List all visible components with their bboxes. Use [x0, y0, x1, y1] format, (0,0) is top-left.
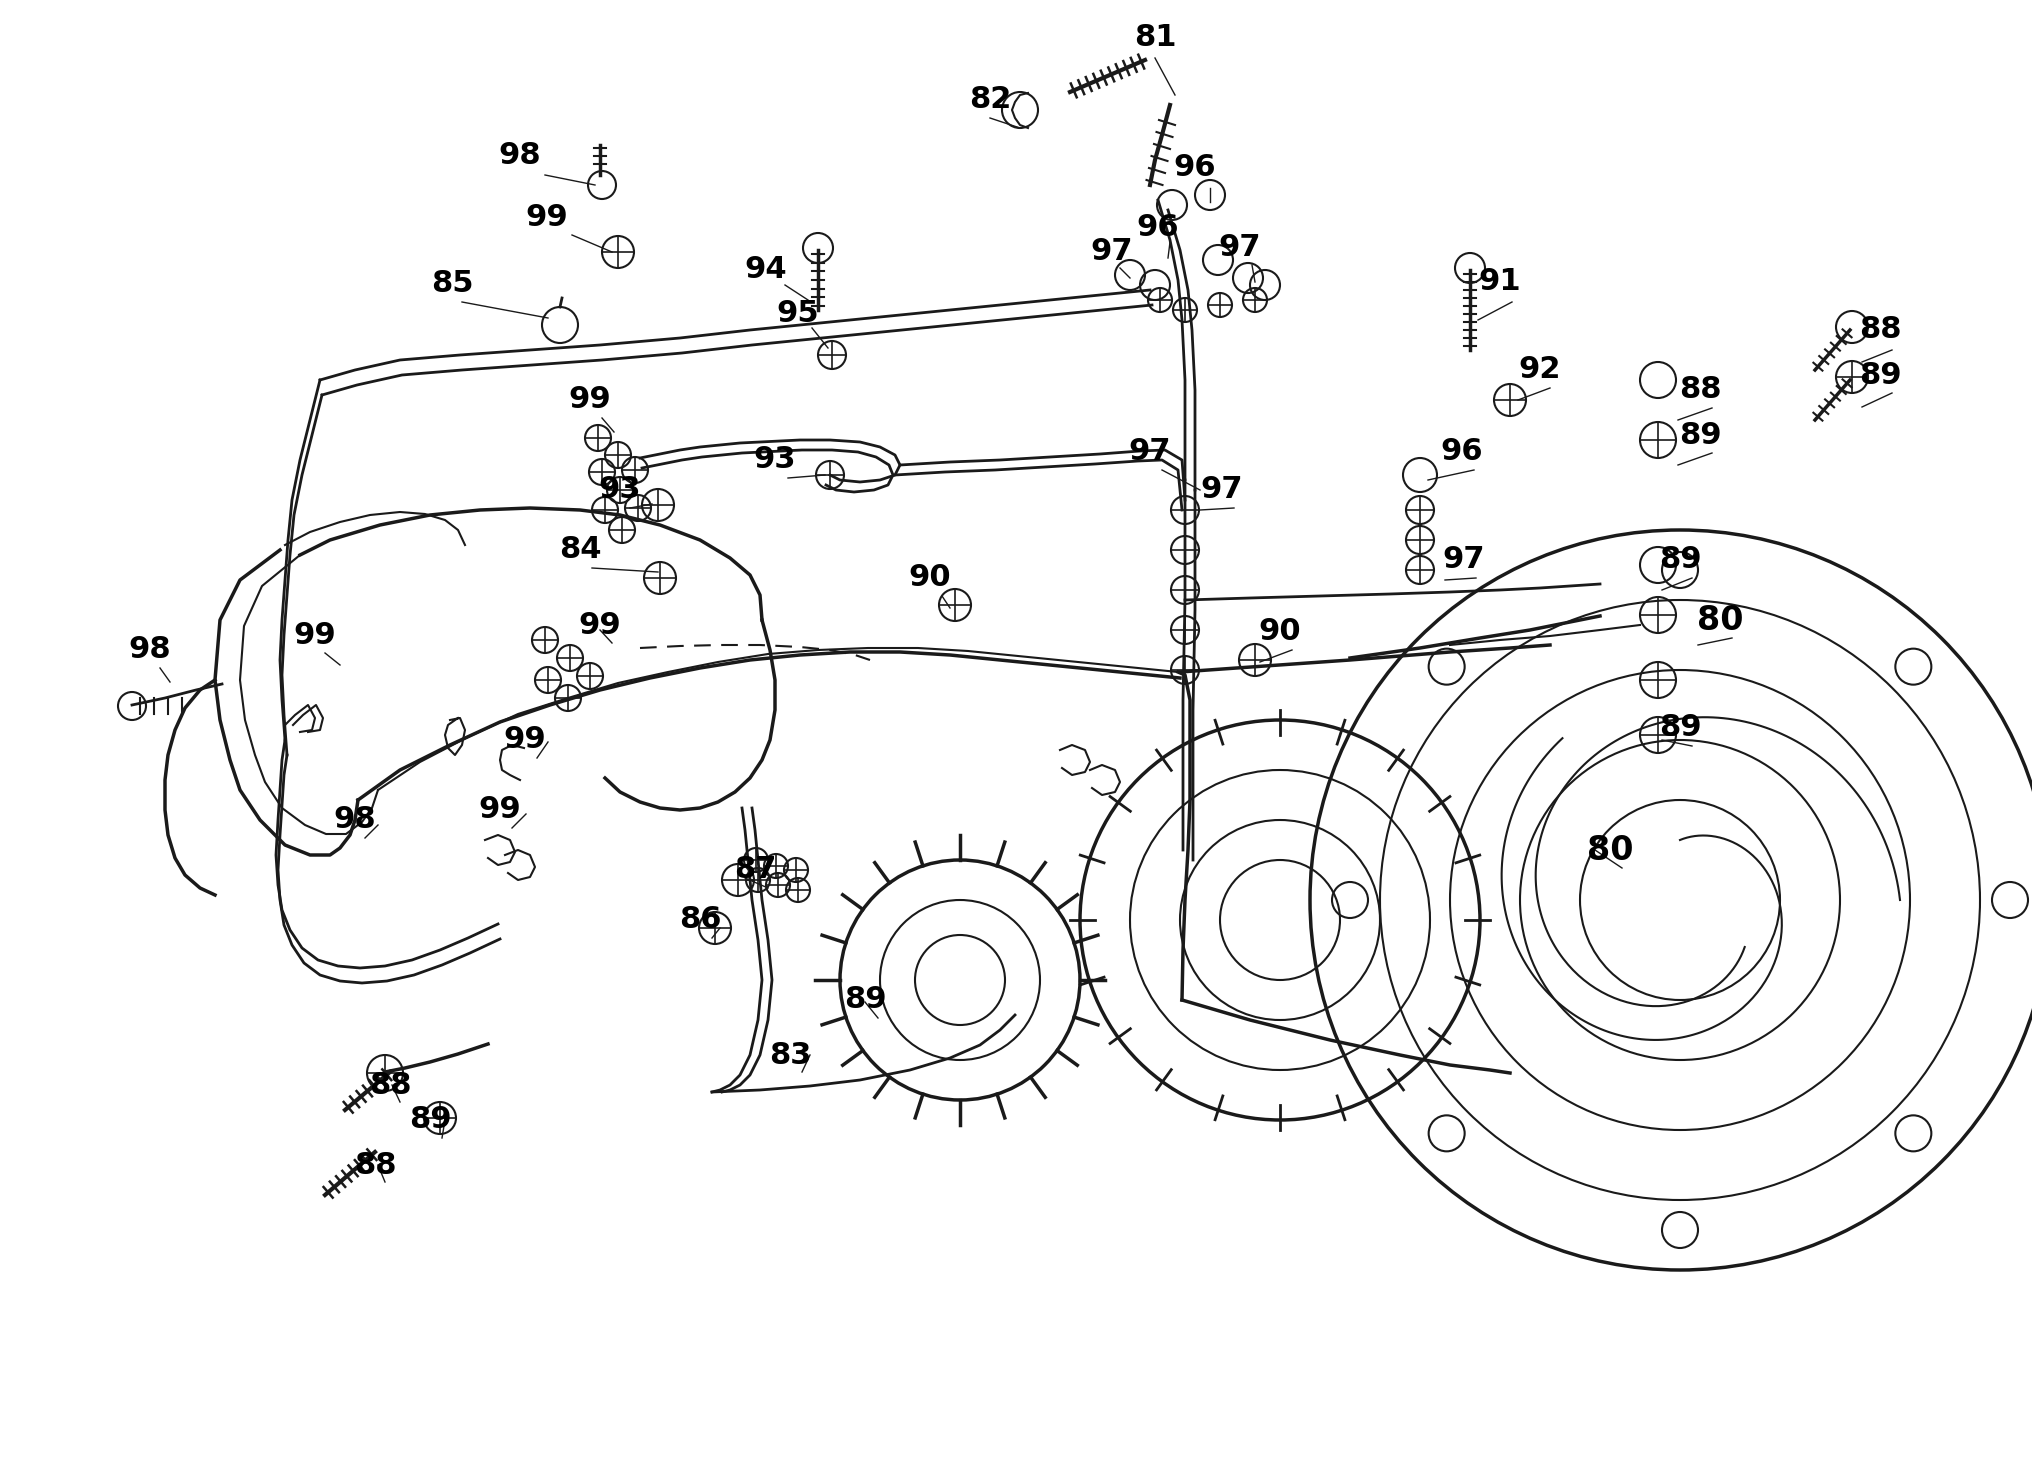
Text: 87: 87	[734, 856, 776, 884]
Text: 97: 97	[1128, 437, 1170, 467]
Text: 97: 97	[1443, 546, 1485, 574]
Text: 89: 89	[1658, 546, 1701, 574]
Text: 88: 88	[354, 1151, 396, 1179]
Text: 90: 90	[908, 564, 951, 593]
Text: 80: 80	[1585, 833, 1632, 866]
Text: 89: 89	[843, 986, 886, 1014]
Text: 89: 89	[1658, 713, 1701, 743]
Text: 91: 91	[1477, 267, 1520, 297]
Text: 92: 92	[1518, 356, 1561, 384]
Text: 99: 99	[526, 203, 569, 233]
Text: 81: 81	[1134, 24, 1177, 52]
Text: 85: 85	[431, 270, 473, 298]
Text: 99: 99	[504, 725, 547, 755]
Text: 96: 96	[1441, 437, 1483, 467]
Text: 99: 99	[478, 795, 520, 825]
Text: 86: 86	[679, 906, 721, 934]
Text: 89: 89	[1678, 421, 1721, 449]
Text: 93: 93	[754, 445, 797, 475]
Text: 93: 93	[599, 476, 640, 504]
Text: 88: 88	[1857, 316, 1900, 344]
Text: 96: 96	[1172, 154, 1215, 182]
Text: 98: 98	[333, 805, 376, 835]
Text: 84: 84	[559, 535, 601, 565]
Text: 89: 89	[1857, 360, 1900, 390]
Text: 88: 88	[1678, 375, 1721, 405]
Text: 83: 83	[768, 1041, 811, 1069]
Text: 94: 94	[744, 255, 786, 285]
Text: 97: 97	[1091, 237, 1132, 267]
Text: 97: 97	[1201, 476, 1244, 504]
Text: 97: 97	[1217, 233, 1260, 262]
Text: 88: 88	[368, 1071, 410, 1099]
Text: 99: 99	[293, 620, 335, 650]
Text: 89: 89	[408, 1105, 451, 1134]
Text: 98: 98	[498, 141, 541, 169]
Text: 99: 99	[579, 611, 622, 639]
Text: 90: 90	[1258, 617, 1300, 647]
Text: 98: 98	[128, 636, 171, 664]
Text: 82: 82	[969, 86, 1010, 114]
Text: 95: 95	[776, 300, 819, 329]
Text: 80: 80	[1697, 604, 1741, 636]
Text: 96: 96	[1136, 214, 1179, 243]
Text: 99: 99	[569, 386, 612, 415]
